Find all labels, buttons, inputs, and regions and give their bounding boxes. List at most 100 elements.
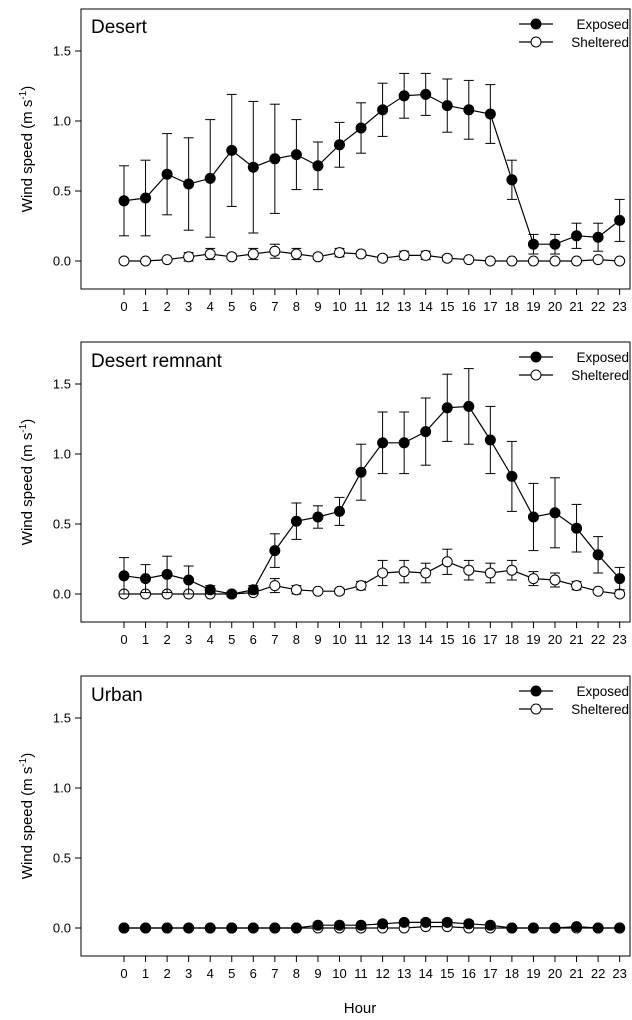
data-point <box>312 585 324 597</box>
x-tick-label: 11 <box>354 632 368 647</box>
legend-marker <box>530 36 542 48</box>
data-point <box>312 511 324 523</box>
data-point <box>269 153 281 165</box>
data-point <box>484 919 496 931</box>
data-point <box>226 144 238 156</box>
data-point <box>592 231 604 243</box>
x-tick-label: 18 <box>505 966 519 981</box>
data-point <box>463 918 475 930</box>
series-exposed <box>118 72 626 255</box>
data-point <box>441 252 453 264</box>
data-point <box>398 916 410 928</box>
data-point <box>527 922 539 934</box>
data-point <box>355 122 367 134</box>
data-point <box>140 192 152 204</box>
x-tick-label: 21 <box>569 632 583 647</box>
series-line <box>123 93 621 245</box>
data-point <box>312 919 324 931</box>
x-tick-label: 10 <box>332 632 346 647</box>
data-point <box>334 247 345 259</box>
x-tick-label: 23 <box>612 632 626 647</box>
data-point <box>377 252 389 264</box>
x-tick-label: 5 <box>228 632 235 647</box>
legend: Exposed Sheltered <box>519 350 629 383</box>
x-tick-label: 16 <box>462 632 476 647</box>
x-tick-label: 19 <box>526 966 540 981</box>
x-tick-label: 12 <box>375 966 389 981</box>
y-tick-label: 0.0 <box>53 587 71 602</box>
data-point <box>226 922 238 934</box>
x-tick-label: 22 <box>591 966 605 981</box>
x-tick-label: 4 <box>207 966 214 981</box>
x-tick-label: 7 <box>271 966 278 981</box>
data-point <box>334 505 345 517</box>
x-tick-label: 18 <box>505 632 519 647</box>
data-point <box>226 251 238 263</box>
x-tick-label: 21 <box>569 299 583 314</box>
data-point <box>463 400 475 412</box>
legend-marker <box>530 369 542 381</box>
data-point <box>614 588 626 600</box>
data-point <box>527 255 539 267</box>
data-point <box>463 254 475 266</box>
x-tick-label: 22 <box>591 632 605 647</box>
series-exposed <box>118 916 626 934</box>
data-point <box>377 437 389 449</box>
data-point <box>571 580 583 592</box>
legend-label: Sheltered <box>571 702 629 717</box>
data-point <box>571 255 583 267</box>
data-point <box>420 88 432 100</box>
legend-item: Exposed <box>519 17 629 32</box>
legend-item: Sheltered <box>519 702 629 717</box>
data-point <box>312 160 324 172</box>
legend-label: Exposed <box>576 350 629 365</box>
x-tick-label: 9 <box>314 299 321 314</box>
x-tick-label: 15 <box>440 632 454 647</box>
data-point <box>247 248 259 260</box>
legend-marker <box>530 18 542 30</box>
panel-title: Desert remnant <box>91 351 223 372</box>
data-point <box>614 573 626 585</box>
data-point <box>441 402 453 414</box>
x-tick-label: 9 <box>314 632 321 647</box>
series-line <box>124 250 620 262</box>
x-tick-label: 13 <box>397 632 411 647</box>
data-point <box>484 255 496 267</box>
data-point <box>549 238 561 250</box>
data-point <box>269 922 281 934</box>
data-point <box>140 573 152 585</box>
x-tick-label: 2 <box>163 299 170 314</box>
data-point <box>398 566 410 578</box>
data-point <box>269 580 281 592</box>
series-sheltered <box>118 921 626 934</box>
y-tick-label: 0.5 <box>53 184 71 199</box>
data-point <box>183 574 195 586</box>
plot-frame <box>80 675 631 957</box>
legend-marker <box>530 703 542 715</box>
x-tick-label: 22 <box>591 299 605 314</box>
data-point <box>183 922 195 934</box>
data-point <box>549 255 561 267</box>
data-point <box>571 921 583 933</box>
x-tick-label: 20 <box>548 966 562 981</box>
data-point <box>161 922 173 934</box>
data-point <box>290 248 302 260</box>
data-point <box>334 585 345 597</box>
data-point <box>334 139 345 151</box>
data-point <box>377 567 389 579</box>
x-tick-label: 9 <box>314 966 321 981</box>
data-point <box>420 426 432 438</box>
data-point <box>527 238 539 250</box>
y-tick-label: 1.5 <box>53 377 71 392</box>
data-point <box>355 248 367 260</box>
x-tick-label: 3 <box>185 299 192 314</box>
y-axis-label: Wind speed (m s-1) <box>18 86 36 212</box>
x-tick-label: 10 <box>332 966 346 981</box>
legend-marker <box>530 351 542 363</box>
x-tick-label: 8 <box>293 299 300 314</box>
data-point <box>549 574 561 586</box>
x-tick-label: 23 <box>612 966 626 981</box>
x-tick-label: 5 <box>228 966 235 981</box>
